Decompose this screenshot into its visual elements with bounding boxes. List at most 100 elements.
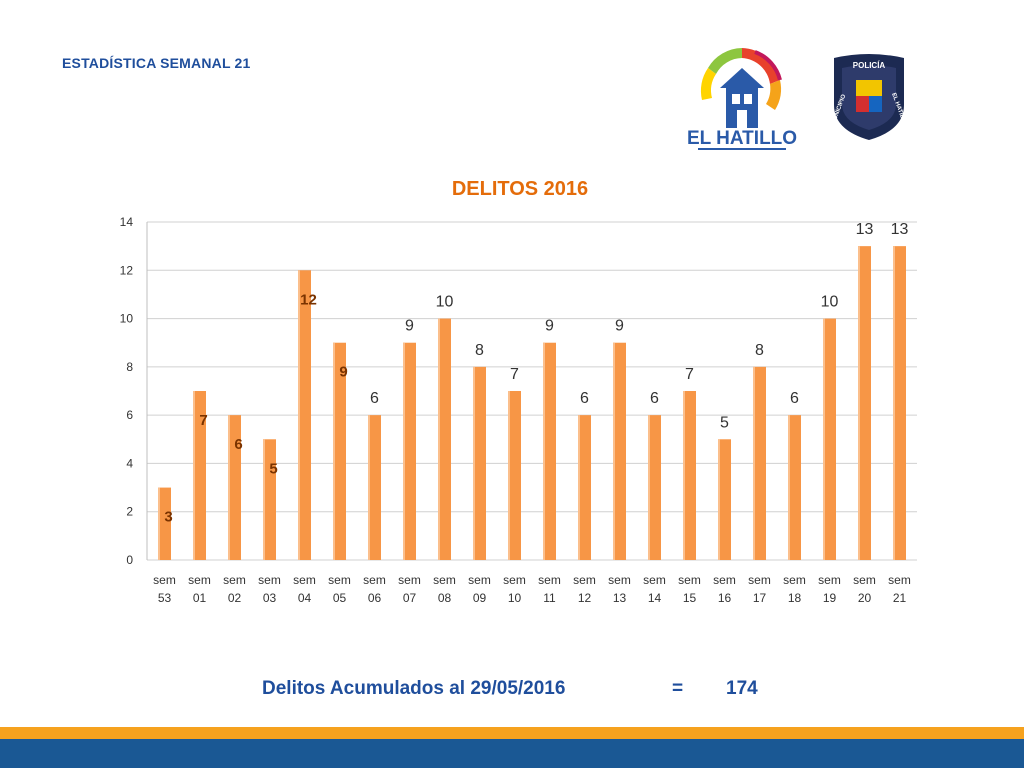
footer-blue-band xyxy=(0,739,1024,768)
bar-highlight xyxy=(403,342,405,560)
data-label: 6 xyxy=(234,436,242,453)
bar-chart: 0 2 4 6 8 10 12 14 3 sem 53 7 sem 01 6 sem 02 5 sem 03 12 sem… xyxy=(120,215,917,605)
bar xyxy=(648,415,661,560)
data-label: 6 xyxy=(580,390,589,407)
data-label: 6 xyxy=(790,390,799,407)
data-label: 13 xyxy=(856,221,874,238)
data-label: 10 xyxy=(821,294,839,311)
x-tick-label: sem 14 xyxy=(643,573,666,605)
x-tick-label: sem 09 xyxy=(468,573,491,605)
x-tick-label: sem 53 xyxy=(153,573,176,605)
police-logo-text-top: POLICÍA xyxy=(853,61,886,70)
bar xyxy=(228,415,241,560)
bar-highlight xyxy=(368,415,370,560)
data-label: 9 xyxy=(339,364,347,381)
y-tick-label: 0 xyxy=(126,553,133,567)
data-label: 13 xyxy=(891,221,909,238)
bar-highlight xyxy=(438,318,440,560)
bar-highlight xyxy=(683,391,685,560)
bar xyxy=(718,439,731,560)
bar-highlight xyxy=(473,366,475,560)
x-tick-label: sem 03 xyxy=(258,573,281,605)
bar xyxy=(788,415,801,560)
bar xyxy=(298,270,311,560)
el-hatillo-logo-text: EL HATILLO xyxy=(687,128,797,149)
footer-orange-band xyxy=(0,727,1024,739)
data-label: 9 xyxy=(405,318,414,335)
bar-highlight xyxy=(298,270,300,560)
bar-highlight xyxy=(508,391,510,560)
accumulated-total: 174 xyxy=(726,678,758,699)
bar-highlight xyxy=(333,342,335,560)
data-label: 10 xyxy=(436,294,454,311)
bar xyxy=(508,391,521,560)
y-tick-label: 6 xyxy=(126,408,133,422)
data-label: 5 xyxy=(269,460,277,477)
y-tick-label: 8 xyxy=(126,360,133,374)
data-label: 3 xyxy=(164,509,172,526)
bar-highlight xyxy=(158,487,160,560)
bar-highlight xyxy=(788,415,790,560)
data-label: 6 xyxy=(650,390,659,407)
y-tick-label: 12 xyxy=(120,263,134,277)
y-tick-label: 4 xyxy=(126,456,133,470)
bar-highlight xyxy=(648,415,650,560)
bar-highlight xyxy=(543,342,545,560)
y-tick-label: 2 xyxy=(126,505,133,519)
x-tick-label: sem 07 xyxy=(398,573,421,605)
x-tick-label: sem 06 xyxy=(363,573,386,605)
data-label: 8 xyxy=(755,342,764,359)
data-label: 7 xyxy=(510,366,519,383)
x-tick-label: sem 10 xyxy=(503,573,526,605)
x-tick-label: sem 16 xyxy=(713,573,736,605)
x-tick-label: sem 04 xyxy=(293,573,316,605)
bar-highlight xyxy=(263,439,265,560)
bar xyxy=(893,246,906,560)
x-tick-label: sem 05 xyxy=(328,573,351,605)
bar xyxy=(368,415,381,560)
x-tick-label: sem 15 xyxy=(678,573,701,605)
bar xyxy=(333,342,346,560)
x-tick-label: sem 21 xyxy=(888,573,911,605)
x-tick-label: sem 19 xyxy=(818,573,841,605)
data-label: 7 xyxy=(685,366,694,383)
bar xyxy=(193,391,206,560)
bar xyxy=(858,246,871,560)
bar xyxy=(683,391,696,560)
bar xyxy=(158,487,171,560)
data-label: 7 xyxy=(199,412,207,429)
page-header-title: ESTADÍSTICA SEMANAL 21 xyxy=(62,55,251,71)
chart-title: DELITOS 2016 xyxy=(451,178,589,200)
x-tick-label: sem 11 xyxy=(538,573,561,605)
bar xyxy=(753,366,766,560)
x-tick-label: sem 17 xyxy=(748,573,771,605)
bar-highlight xyxy=(228,415,230,560)
bar xyxy=(578,415,591,560)
y-tick-label: 10 xyxy=(120,312,134,326)
data-label: 8 xyxy=(475,342,484,359)
x-tick-label: sem 20 xyxy=(853,573,876,605)
bar-highlight xyxy=(193,391,195,560)
data-label: 6 xyxy=(370,390,379,407)
bar-highlight xyxy=(858,246,860,560)
x-tick-label: sem 01 xyxy=(188,573,211,605)
equals-sign: = xyxy=(672,678,684,699)
x-tick-label: sem 12 xyxy=(573,573,596,605)
y-tick-label: 14 xyxy=(120,215,134,229)
data-label: 12 xyxy=(300,291,317,308)
bar xyxy=(473,366,486,560)
x-tick-label: sem 02 xyxy=(223,573,246,605)
x-tick-label: sem 18 xyxy=(783,573,806,605)
el-hatillo-logo: EL HATILLO xyxy=(687,48,797,150)
bar xyxy=(438,318,451,560)
bar-highlight xyxy=(753,366,755,560)
bar-highlight xyxy=(613,342,615,560)
bar xyxy=(263,439,276,560)
bar xyxy=(823,318,836,560)
x-tick-label: sem 13 xyxy=(608,573,631,605)
bar-highlight xyxy=(578,415,580,560)
data-label: 5 xyxy=(720,414,729,431)
data-label: 9 xyxy=(545,318,554,335)
bar xyxy=(613,342,626,560)
bar-highlight xyxy=(718,439,720,560)
